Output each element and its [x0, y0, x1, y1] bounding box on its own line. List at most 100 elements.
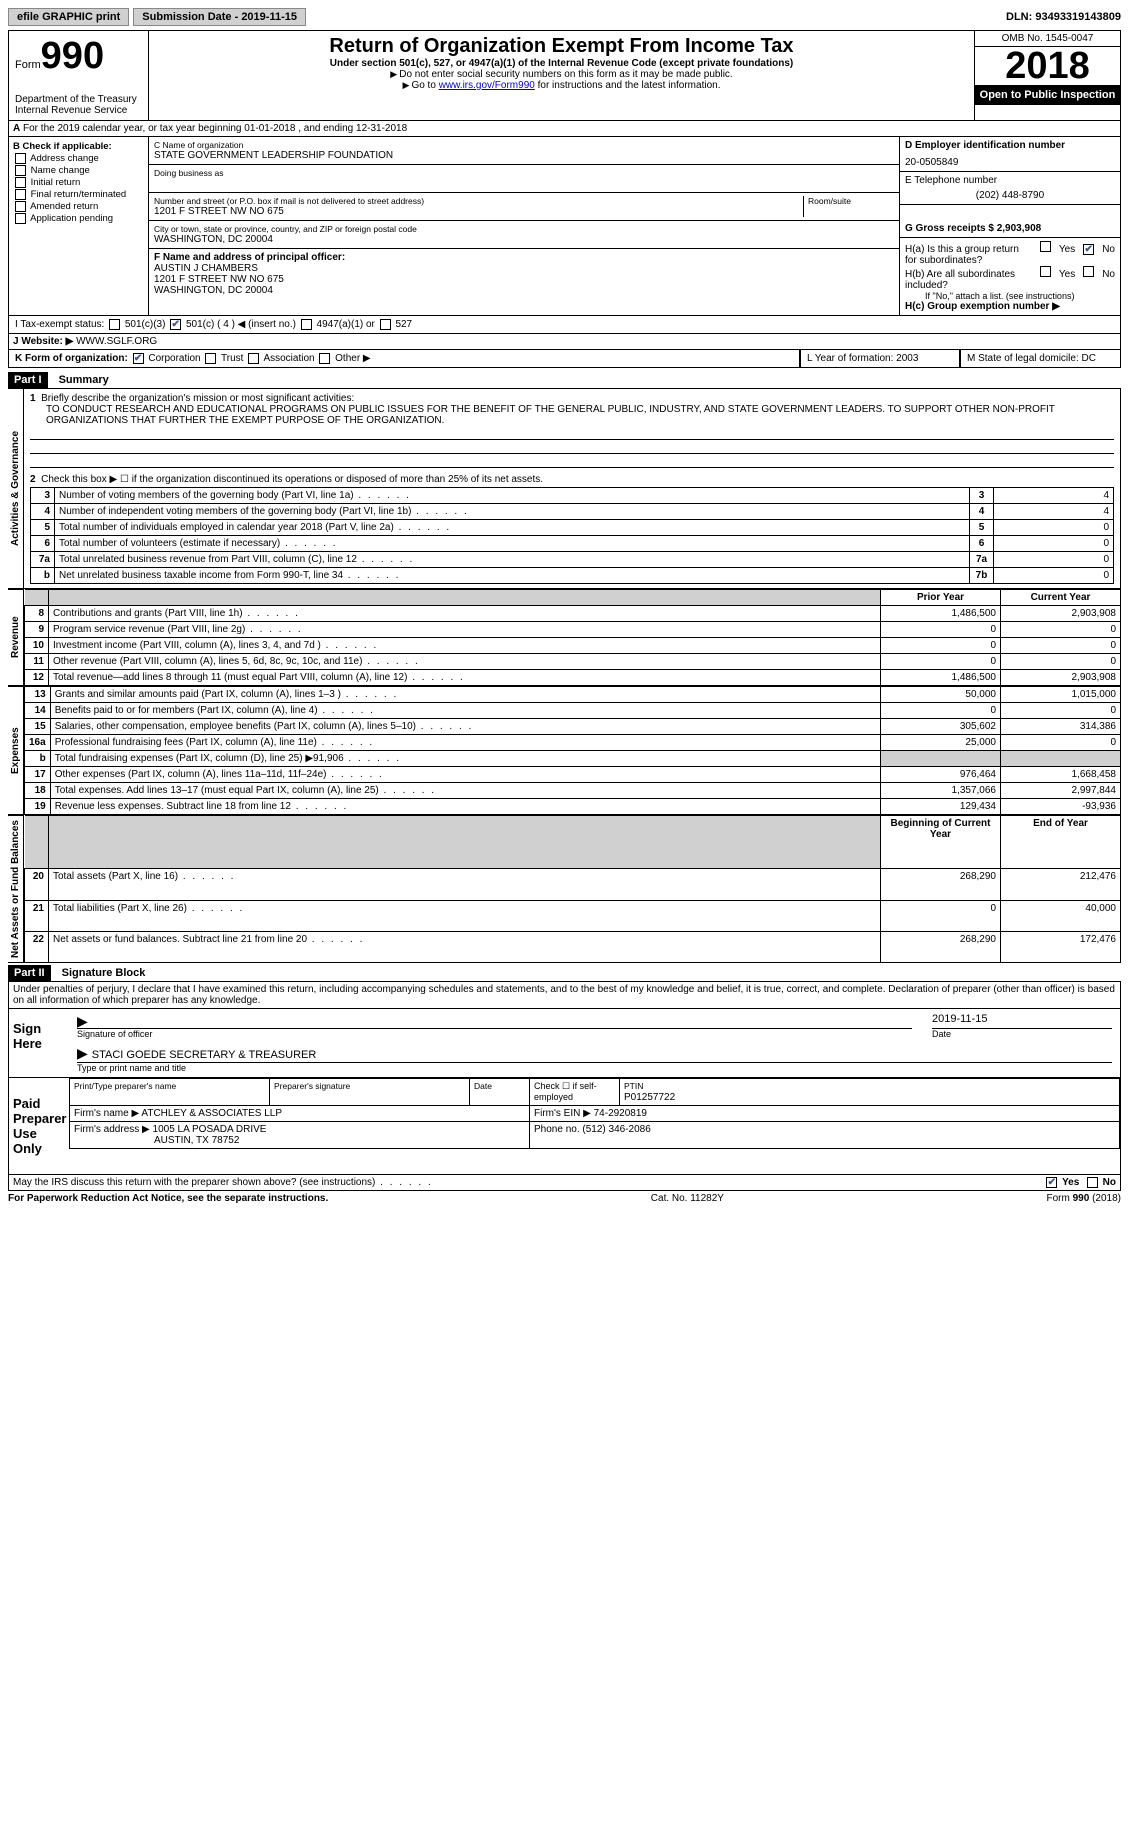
side-activities-governance: Activities & Governance: [8, 388, 24, 589]
line-num: 8: [25, 606, 49, 622]
line-num: b: [31, 568, 55, 584]
line-num: 10: [25, 638, 49, 654]
chk-other[interactable]: [319, 353, 330, 364]
netassets-table: Beginning of Current Year End of Year20 …: [24, 815, 1121, 963]
discuss-yes[interactable]: [1046, 1177, 1057, 1188]
line-value: 0: [994, 568, 1114, 584]
part2-title: Signature Block: [54, 967, 146, 979]
chk-app-pending[interactable]: Application pending: [13, 213, 144, 224]
hb-no[interactable]: [1083, 266, 1094, 277]
gross-receipts: G Gross receipts $ 2,903,908: [900, 205, 1120, 238]
discuss-no[interactable]: [1087, 1177, 1098, 1188]
sig-officer-label: Signature of officer: [77, 1029, 912, 1039]
chk-final-return[interactable]: Final return/terminated: [13, 189, 144, 200]
chk-name-change[interactable]: Name change: [13, 165, 144, 176]
firm-name: ATCHLEY & ASSOCIATES LLP: [141, 1108, 282, 1119]
row-k-label: K Form of organization:: [15, 353, 128, 364]
dba-label: Doing business as: [154, 168, 894, 178]
line-label: Professional fundraising fees (Part IX, …: [50, 735, 880, 751]
officer-addr1: 1201 F STREET NW NO 675: [154, 274, 894, 285]
line-num: 19: [25, 799, 51, 815]
chk-address-change[interactable]: Address change: [13, 153, 144, 164]
expenses-table: 13 Grants and similar amounts paid (Part…: [24, 686, 1121, 815]
line-box: 4: [970, 504, 994, 520]
ptin: P01257722: [624, 1092, 675, 1103]
line-box: 5: [970, 520, 994, 536]
part1-title: Summary: [51, 374, 109, 386]
chk-corp[interactable]: [133, 353, 144, 364]
side-revenue: Revenue: [8, 589, 24, 686]
officer-name-title: STACI GOEDE SECRETARY & TREASURER: [92, 1049, 317, 1061]
current-value: 0: [1001, 622, 1121, 638]
tax-year: 2018: [975, 47, 1120, 85]
line-label: Number of voting members of the governin…: [55, 488, 970, 504]
line-label: Total liabilities (Part X, line 26): [49, 900, 881, 931]
chk-501c3[interactable]: [109, 319, 120, 330]
perjury-declaration: Under penalties of perjury, I declare th…: [8, 981, 1121, 1009]
footer-left: For Paperwork Reduction Act Notice, see …: [8, 1193, 328, 1204]
current-value: 40,000: [1001, 900, 1121, 931]
line-num: 3: [31, 488, 55, 504]
line-num: 11: [25, 654, 49, 670]
line-value: 0: [994, 552, 1114, 568]
form990-link[interactable]: www.irs.gov/Form990: [439, 80, 535, 91]
line-num: 9: [25, 622, 49, 638]
chk-trust[interactable]: [205, 353, 216, 364]
line-num: 7a: [31, 552, 55, 568]
current-value: 0: [1001, 735, 1121, 751]
subtitle-1: Under section 501(c), 527, or 4947(a)(1)…: [153, 58, 970, 69]
line-box: 7a: [970, 552, 994, 568]
current-value: 1,015,000: [1001, 687, 1121, 703]
line-label: Revenue less expenses. Subtract line 18 …: [50, 799, 880, 815]
ha-label: H(a) Is this a group return for subordin…: [905, 244, 1032, 266]
prior-value: 1,486,500: [881, 606, 1001, 622]
current-value: 2,997,844: [1001, 783, 1121, 799]
city-state-zip: WASHINGTON, DC 20004: [154, 234, 894, 245]
line-label: Other expenses (Part IX, column (A), lin…: [50, 767, 880, 783]
prior-value: 268,290: [881, 931, 1001, 962]
hb-label: H(b) Are all subordinates included?: [905, 269, 1032, 291]
revenue-table: Prior Year Current Year8 Contributions a…: [24, 589, 1121, 686]
officer-name: AUSTIN J CHAMBERS: [154, 263, 894, 274]
chk-501c[interactable]: [170, 319, 181, 330]
side-expenses: Expenses: [8, 686, 24, 815]
form-header: Form990 Department of the Treasury Inter…: [8, 30, 1121, 121]
row-i-label: I Tax-exempt status:: [15, 319, 104, 330]
mission-line-3: [30, 456, 1114, 468]
line-label: Total number of volunteers (estimate if …: [55, 536, 970, 552]
row-a-calendar-year: A For the 2019 calendar year, or tax yea…: [8, 121, 1121, 137]
chk-527[interactable]: [380, 319, 391, 330]
line-box: 7b: [970, 568, 994, 584]
line-num: 15: [25, 719, 51, 735]
chk-amended[interactable]: Amended return: [13, 201, 144, 212]
firm-phone: (512) 346-2086: [582, 1124, 650, 1135]
line-value: 0: [994, 536, 1114, 552]
chk-4947[interactable]: [301, 319, 312, 330]
subtitle-2: Do not enter social security numbers on …: [153, 69, 970, 80]
line-label: Contributions and grants (Part VIII, lin…: [49, 606, 881, 622]
chk-assoc[interactable]: [248, 353, 259, 364]
line-label: Salaries, other compensation, employee b…: [50, 719, 880, 735]
current-value: [1001, 751, 1121, 767]
prior-value: 1,357,066: [881, 783, 1001, 799]
current-value: 0: [1001, 654, 1121, 670]
form-title: Return of Organization Exempt From Incom…: [153, 35, 970, 58]
street-address: 1201 F STREET NW NO 675: [154, 206, 799, 217]
ha-no[interactable]: [1083, 244, 1094, 255]
line-num: 21: [25, 900, 49, 931]
hb-yes[interactable]: [1040, 266, 1051, 277]
prior-value: 50,000: [881, 687, 1001, 703]
org-name: STATE GOVERNMENT LEADERSHIP FOUNDATION: [154, 150, 894, 161]
discuss-label: May the IRS discuss this return with the…: [13, 1177, 375, 1188]
firm-ein: 74-2920819: [594, 1108, 647, 1119]
current-value: 0: [1001, 638, 1121, 654]
line-num: b: [25, 751, 51, 767]
col-b-title: B Check if applicable:: [13, 141, 112, 152]
line-label: Investment income (Part VIII, column (A)…: [49, 638, 881, 654]
line-label: Net assets or fund balances. Subtract li…: [49, 931, 881, 962]
form-number: 990: [41, 35, 104, 77]
ha-yes[interactable]: [1040, 241, 1051, 252]
prior-value: 0: [881, 703, 1001, 719]
chk-initial-return[interactable]: Initial return: [13, 177, 144, 188]
row-m: M State of legal domicile: DC: [960, 350, 1120, 367]
